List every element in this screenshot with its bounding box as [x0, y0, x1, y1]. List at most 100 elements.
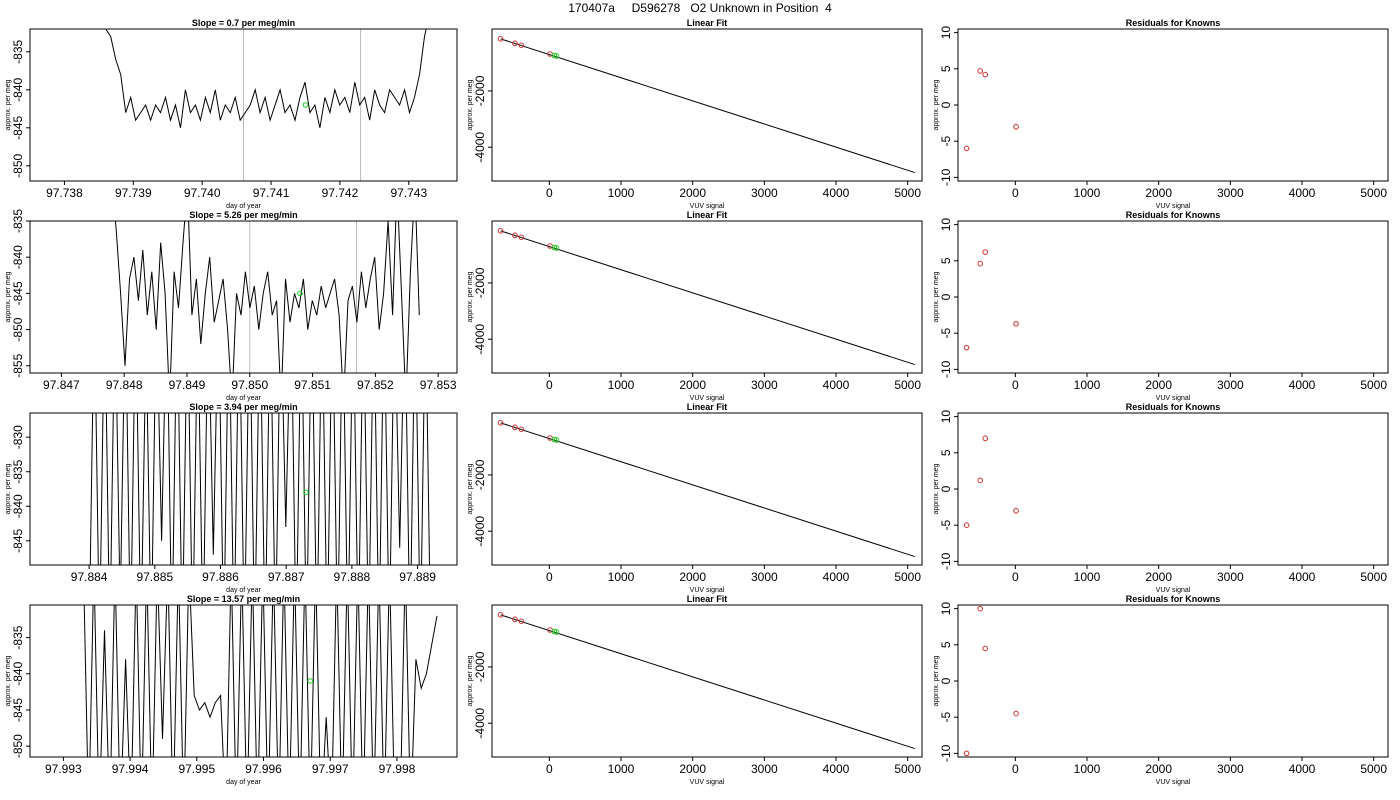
x-tick-label: 0 [1012, 378, 1019, 392]
plot-area [963, 605, 1019, 757]
x-axis-label: VUV signal [690, 779, 725, 786]
residual-point [982, 645, 989, 652]
y-tick-label: -10 [939, 552, 953, 570]
x-tick-label: 97.886 [202, 570, 239, 584]
y-tick-label: 10 [939, 218, 953, 232]
plot-area [497, 420, 915, 558]
y-axis-label: approx. per meg [5, 463, 12, 514]
y-tick-label: -830 [11, 425, 25, 449]
panel-title: Linear Fit [687, 18, 728, 28]
panel-fit-row2: Linear Fit VUV signal approx. per meg 0 1000… [467, 210, 923, 402]
unknown-sample-point [553, 629, 560, 635]
x-tick-label: 4000 [823, 378, 850, 392]
x-tick-label: 1000 [1074, 378, 1101, 392]
unknown-sample-point [553, 437, 560, 443]
x-tick-label: 97.850 [231, 378, 268, 392]
y-tick-label: 0 [939, 677, 953, 684]
fit-line [500, 38, 915, 174]
residual-point [963, 750, 970, 757]
data-series-line [114, 221, 420, 373]
x-tick-label: 1000 [608, 186, 635, 200]
panel-fit-row3: Linear Fit VUV signal approx. per meg 0 1000… [467, 402, 923, 594]
unknown-sample-point [553, 245, 560, 251]
y-tick-label: -840 [11, 77, 25, 101]
known-standard-point [512, 424, 518, 431]
fit-line [500, 230, 915, 366]
plot-area [497, 228, 915, 366]
y-tick-label: -845 [11, 281, 25, 305]
x-tick-label: 2000 [679, 186, 706, 200]
x-tick-label: 2000 [1145, 570, 1172, 584]
x-tick-label: 4000 [1289, 570, 1316, 584]
panel-title: Residuals for Knowns [1126, 18, 1221, 28]
y-tick-label: -840 [11, 494, 25, 518]
y-tick-label: -840 [11, 245, 25, 269]
x-tick-label: 0 [1012, 762, 1019, 776]
panel-title: Slope = 13.57 per meg/min [187, 594, 300, 604]
plot-area [114, 221, 420, 373]
plot-frame [491, 28, 923, 182]
plot-area [497, 612, 915, 750]
residual-point [1013, 320, 1019, 327]
y-axis-label: approx. per meg [467, 79, 474, 130]
plot-area [963, 249, 1019, 351]
y-tick-label: -850 [11, 153, 25, 177]
x-axis-label: VUV signal [1156, 203, 1191, 210]
residual-point [977, 605, 984, 612]
x-tick-label: 5000 [1360, 378, 1387, 392]
x-tick-label: 97.740 [184, 186, 221, 200]
plot-frame [491, 604, 923, 758]
x-tick-label: 2000 [679, 570, 706, 584]
fit-line [500, 614, 915, 750]
x-tick-label: 97.889 [399, 570, 436, 584]
x-tick-label: 1000 [608, 570, 635, 584]
plot-area [497, 36, 915, 174]
x-tick-label: 97.848 [106, 378, 143, 392]
known-standard-point [497, 228, 504, 234]
y-tick-label: 0 [939, 485, 953, 492]
x-tick-label: 97.739 [115, 186, 152, 200]
x-tick-label: 97.997 [312, 762, 349, 776]
x-tick-label: 5000 [1360, 186, 1387, 200]
residual-point [1013, 507, 1019, 514]
plot-frame [957, 604, 1389, 758]
known-standard-point [512, 616, 518, 623]
x-tick-label: 97.743 [390, 186, 427, 200]
x-tick-label: 97.995 [178, 762, 215, 776]
x-tick-label: 97.847 [43, 378, 80, 392]
known-standard-point [497, 612, 504, 618]
x-tick-label: 97.741 [253, 186, 290, 200]
x-axis-label: VUV signal [1156, 779, 1191, 786]
known-standard-point [518, 234, 525, 241]
x-axis-label: day of year [226, 203, 261, 210]
y-tick-label: -845 [11, 528, 25, 552]
y-tick-label: -845 [11, 698, 25, 722]
y-tick-label: -5 [939, 520, 953, 531]
residual-point [1013, 123, 1019, 130]
panel-title: Slope = 0.7 per meg/min [192, 18, 295, 28]
y-tick-label: 0 [939, 293, 953, 300]
plot-frame [957, 28, 1389, 182]
plot-frame [491, 412, 923, 566]
known-standard-point [497, 420, 504, 426]
x-tick-label: 97.853 [420, 378, 457, 392]
y-tick-label: -2000 [473, 75, 487, 106]
panel-residuals-row1: Residuals for Knowns VUV signal approx. pe… [933, 18, 1389, 210]
x-tick-label: 97.994 [112, 762, 149, 776]
y-axis-label: approx. per meg [933, 271, 940, 322]
x-tick-label: 97.993 [45, 762, 82, 776]
plot-frame [29, 28, 458, 182]
x-tick-label: 1000 [1074, 186, 1101, 200]
fit-line [500, 422, 915, 558]
x-tick-label: 5000 [894, 762, 921, 776]
y-tick-label: -10 [939, 168, 953, 186]
y-tick-label: -5 [939, 136, 953, 147]
y-tick-label: -10 [939, 744, 953, 762]
panel-residuals-row2: Residuals for Knowns VUV signal approx. pe… [933, 210, 1389, 402]
known-standard-point [497, 36, 504, 42]
residual-point [977, 477, 984, 484]
x-tick-label: 4000 [823, 186, 850, 200]
panel-title: Residuals for Knowns [1126, 210, 1221, 220]
y-tick-label: 0 [939, 101, 953, 108]
x-tick-label: 1000 [608, 378, 635, 392]
